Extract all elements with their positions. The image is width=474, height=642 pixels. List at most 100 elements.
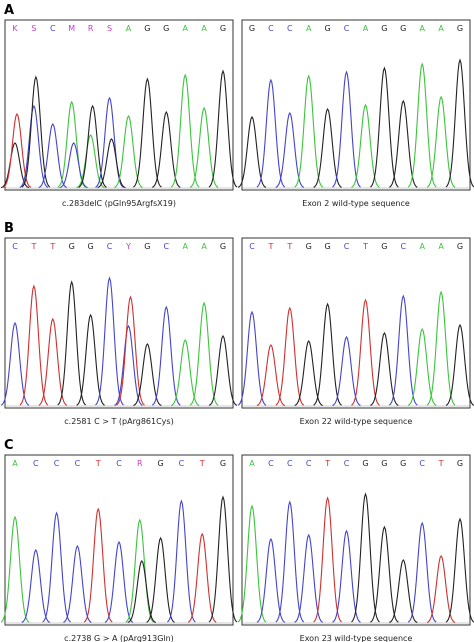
trace-peak — [407, 62, 437, 188]
base-call: G — [381, 242, 387, 251]
panel-label: C — [4, 438, 14, 453]
base-call: C — [344, 242, 350, 251]
base-call: G — [457, 242, 463, 251]
trace-peak — [114, 114, 143, 188]
base-call: C — [419, 459, 425, 468]
trace-peak — [407, 327, 437, 406]
base-call: A — [201, 242, 207, 251]
base-call: C — [268, 459, 274, 468]
trace-peak — [237, 504, 267, 623]
trace-peak — [133, 77, 162, 188]
trace-peak — [170, 73, 200, 188]
base-call: C — [400, 242, 406, 251]
base-call: G — [144, 24, 150, 33]
base-call: C — [268, 24, 274, 33]
trace-peak — [426, 554, 456, 623]
trace-peak — [407, 521, 437, 623]
trace-peak — [370, 66, 399, 188]
base-call: A — [182, 242, 188, 251]
trace-peak — [208, 69, 238, 188]
base-call: C — [287, 459, 293, 468]
trace-peak — [83, 507, 113, 623]
trace-peak — [78, 104, 107, 188]
base-call: C — [163, 242, 169, 251]
base-call: T — [324, 459, 330, 468]
base-call: R — [137, 459, 143, 468]
trace-peak — [237, 310, 267, 406]
base-call: G — [400, 459, 406, 468]
base-call: C — [50, 24, 56, 33]
trace-peak — [170, 338, 200, 406]
trace-peak — [189, 301, 219, 406]
trace-peak — [2, 112, 32, 188]
base-call: A — [419, 242, 425, 251]
base-call: G — [88, 242, 94, 251]
base-call: C — [287, 24, 293, 33]
trace-peak — [57, 280, 87, 406]
trace-peak — [388, 294, 418, 406]
base-call: T — [199, 459, 205, 468]
base-call: A — [419, 24, 425, 33]
trace-peak — [104, 540, 134, 623]
base-call: T — [362, 242, 368, 251]
trace-peak — [370, 331, 399, 406]
trace-peak — [445, 323, 474, 406]
base-call: G — [381, 24, 387, 33]
trace-peak — [445, 58, 474, 188]
trace-peak — [208, 495, 238, 623]
base-call: G — [163, 24, 169, 33]
trace-peak — [42, 511, 71, 623]
trace-peak — [275, 111, 305, 188]
base-call: S — [107, 24, 112, 33]
base-call: G — [220, 242, 226, 251]
base-call: G — [144, 242, 150, 251]
trace-peak — [351, 298, 380, 406]
base-call: G — [249, 24, 255, 33]
trace-peak — [63, 544, 92, 623]
trace-peak — [256, 344, 286, 407]
caption: c.2581 C > T (pArg861Cys) — [64, 417, 173, 426]
trace-peak — [294, 74, 324, 188]
base-call: G — [400, 24, 406, 33]
base-call: A — [126, 24, 132, 33]
trace-peak — [313, 302, 342, 406]
base-call: T — [267, 242, 273, 251]
trace-peak — [313, 496, 342, 623]
caption: Exon 2 wild-type sequence — [302, 199, 410, 208]
caption: Exon 22 wild-type sequence — [300, 417, 413, 426]
base-call: T — [95, 459, 101, 468]
trace-peak — [426, 290, 456, 406]
base-call: C — [179, 459, 185, 468]
trace-peak — [19, 284, 49, 406]
trace-peak — [370, 525, 399, 623]
base-call: C — [54, 459, 60, 468]
caption: Exon 23 wild-type sequence — [300, 634, 413, 642]
trace-peak — [152, 110, 181, 188]
trace-peak — [208, 334, 238, 406]
base-call: C — [249, 242, 255, 251]
trace-peak — [133, 343, 162, 406]
caption: c.283delC (pGln95ArgfsX19) — [62, 199, 176, 208]
base-call: G — [220, 459, 226, 468]
trace-peak — [351, 492, 380, 623]
trace-peak — [114, 324, 143, 406]
base-call: A — [306, 24, 312, 33]
trace-peak — [95, 276, 124, 406]
base-call: C — [12, 242, 18, 251]
base-call: S — [31, 24, 36, 33]
base-call: G — [220, 24, 226, 33]
trace-peak — [19, 104, 49, 188]
trace-peak — [59, 142, 88, 189]
trace-peak — [167, 499, 196, 623]
base-call: G — [325, 242, 331, 251]
trace-peak — [294, 339, 323, 406]
base-call: C — [116, 459, 122, 468]
base-call: Y — [125, 242, 131, 251]
panel-box — [241, 19, 471, 191]
base-call: C — [107, 242, 113, 251]
